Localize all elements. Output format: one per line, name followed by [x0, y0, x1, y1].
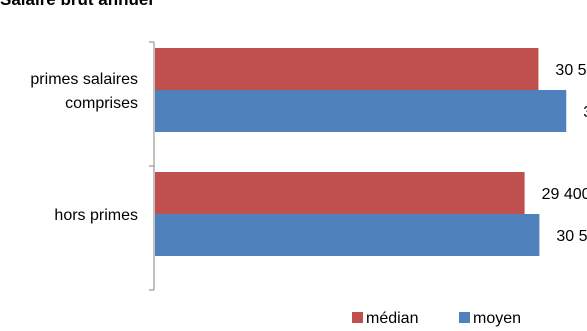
bar-moyen-1 [155, 214, 540, 256]
category-label: hors primes [54, 207, 138, 224]
legend-swatch-mdian [352, 312, 363, 323]
bar-moyen-0 [155, 90, 567, 132]
bar-mdian-1 [155, 172, 525, 214]
legend-label-moyen: moyen [473, 310, 521, 327]
legend-label-mdian: médian [366, 310, 418, 327]
category-label: primes salaires [30, 71, 138, 88]
data-label: 30 575 [556, 228, 587, 245]
chart-title: Salaire brut annuel [0, 0, 153, 10]
bar-mdian-0 [155, 48, 539, 90]
category-label: comprises [65, 95, 138, 112]
data-label: 32 713 [583, 104, 587, 121]
data-label: 30 500 [555, 62, 587, 79]
legend-swatch-moyen [459, 312, 470, 323]
data-label: 29 400 [542, 186, 587, 203]
